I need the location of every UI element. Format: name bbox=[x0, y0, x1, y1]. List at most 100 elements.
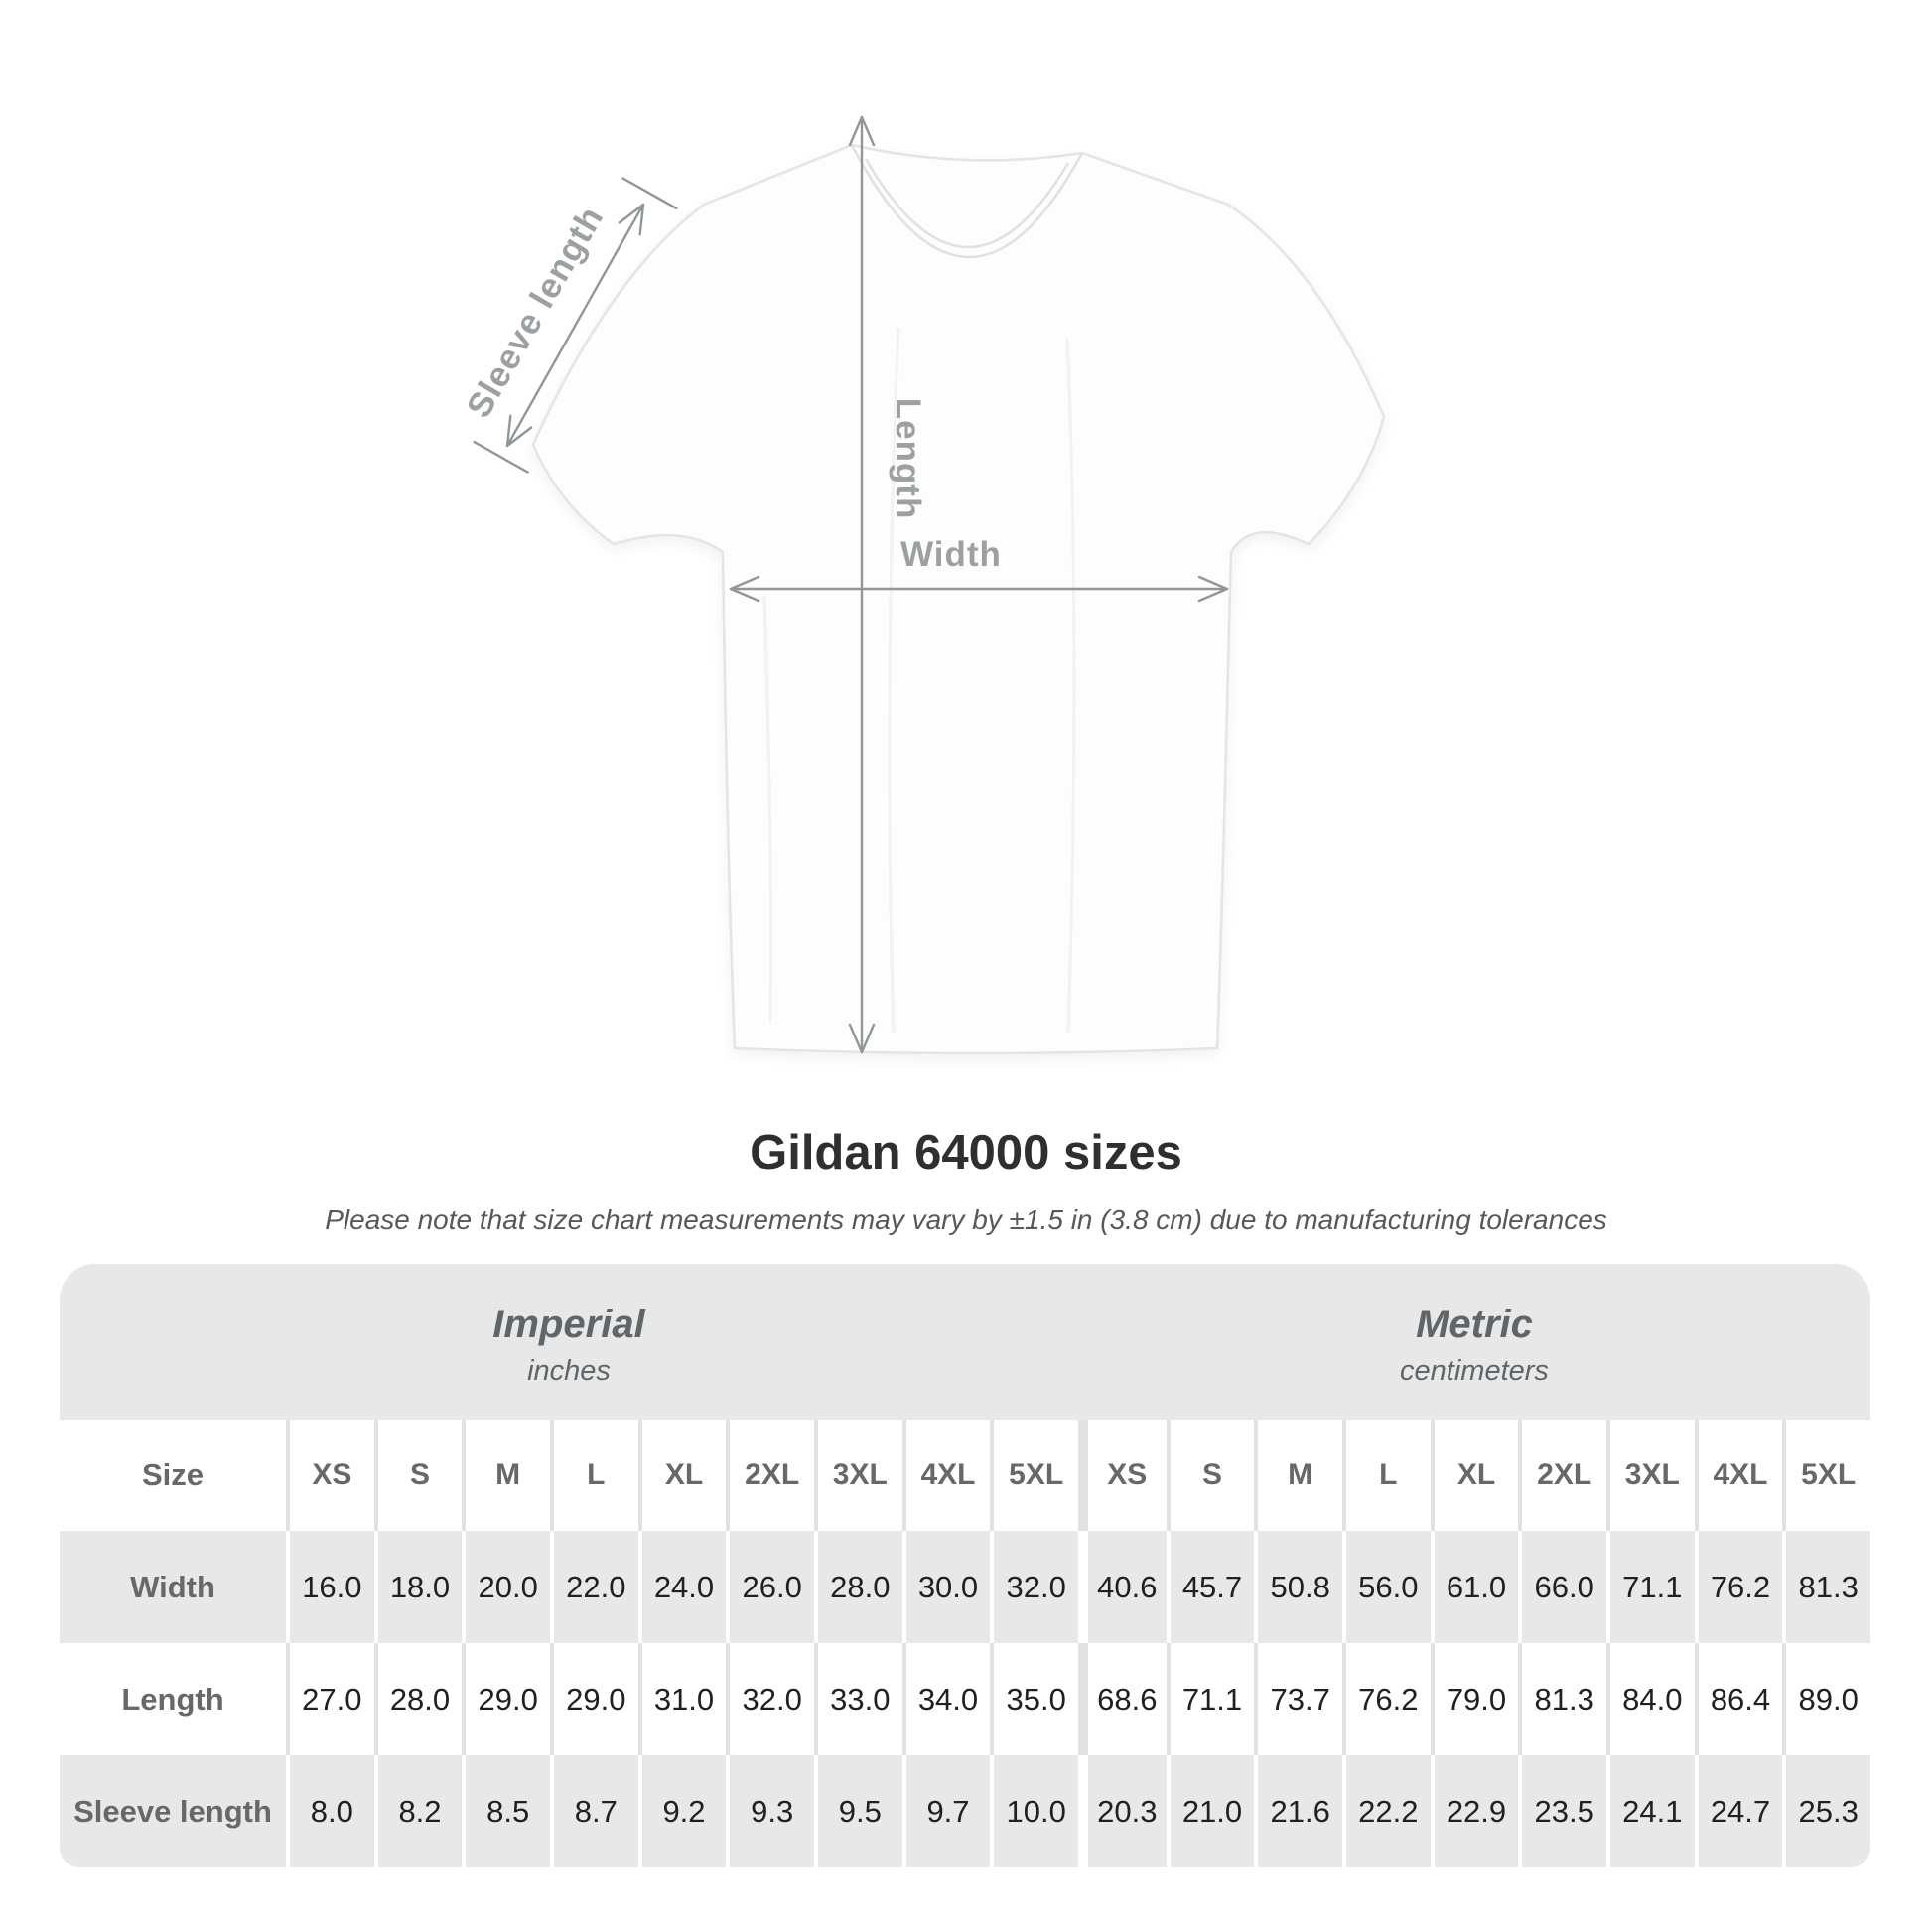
value-cell: 56.0 bbox=[1341, 1531, 1431, 1643]
page-subtitle: Please note that size chart measurements… bbox=[325, 1204, 1607, 1235]
value-cell: 76.2 bbox=[1341, 1643, 1431, 1755]
value-cell: 9.7 bbox=[901, 1755, 991, 1867]
unit-group-imperial: Imperial inches bbox=[60, 1264, 1078, 1420]
value-cell: 68.6 bbox=[1077, 1643, 1167, 1755]
unit-band: Imperial inches Metric centimeters bbox=[60, 1264, 1870, 1420]
value-cell: 33.0 bbox=[813, 1643, 902, 1755]
value-cell: 31.0 bbox=[637, 1643, 727, 1755]
size-col-header: L bbox=[1341, 1420, 1431, 1531]
unit-group-metric: Metric centimeters bbox=[1078, 1264, 1870, 1420]
size-col-header: 3XL bbox=[813, 1420, 902, 1531]
sleeve-length-arrow bbox=[473, 177, 678, 474]
value-cell: 89.0 bbox=[1782, 1643, 1870, 1755]
value-cell: 84.0 bbox=[1605, 1643, 1695, 1755]
size-col-header: 4XL bbox=[901, 1420, 991, 1531]
value-cell: 34.0 bbox=[901, 1643, 991, 1755]
value-cell: 24.1 bbox=[1605, 1755, 1695, 1867]
size-col-header: 2XL bbox=[1518, 1420, 1606, 1531]
size-col-header: 5XL bbox=[990, 1420, 1078, 1531]
size-col-header: 3XL bbox=[1605, 1420, 1695, 1531]
value-cell: 8.0 bbox=[286, 1755, 374, 1867]
size-col-header: XL bbox=[637, 1420, 727, 1531]
value-cell: 28.0 bbox=[813, 1531, 902, 1643]
value-cell: 86.4 bbox=[1694, 1643, 1783, 1755]
value-cell: 26.0 bbox=[726, 1531, 814, 1643]
value-cell: 29.0 bbox=[462, 1643, 550, 1755]
size-col-header: L bbox=[549, 1420, 638, 1531]
width-label: Width bbox=[900, 535, 1002, 574]
size-col-header: 2XL bbox=[726, 1420, 814, 1531]
value-cell: 24.0 bbox=[637, 1531, 727, 1643]
value-cell: 22.2 bbox=[1341, 1755, 1431, 1867]
size-col-header: S bbox=[1166, 1420, 1255, 1531]
value-cell: 23.5 bbox=[1518, 1755, 1606, 1867]
value-cell: 79.0 bbox=[1430, 1643, 1519, 1755]
value-cell: 32.0 bbox=[726, 1643, 814, 1755]
size-table: Imperial inches Metric centimeters Size … bbox=[60, 1264, 1870, 1867]
value-cell: 8.7 bbox=[549, 1755, 638, 1867]
page-title: Gildan 64000 sizes bbox=[750, 1126, 1182, 1179]
value-cell: 30.0 bbox=[901, 1531, 991, 1643]
value-cell: 22.9 bbox=[1430, 1755, 1519, 1867]
value-cell: 27.0 bbox=[286, 1643, 374, 1755]
value-cell: 40.6 bbox=[1077, 1531, 1167, 1643]
value-cell: 81.3 bbox=[1518, 1643, 1606, 1755]
value-cell: 81.3 bbox=[1782, 1531, 1870, 1643]
collar-outline bbox=[850, 144, 1084, 259]
size-col-header: M bbox=[462, 1420, 550, 1531]
value-cell: 76.2 bbox=[1694, 1531, 1783, 1643]
value-cell: 9.2 bbox=[637, 1755, 727, 1867]
value-cell: 21.6 bbox=[1254, 1755, 1342, 1867]
length-arrow bbox=[848, 115, 876, 1054]
collar-seam bbox=[864, 158, 1070, 249]
size-col-header: 5XL bbox=[1782, 1420, 1870, 1531]
value-cell: 71.1 bbox=[1166, 1643, 1255, 1755]
value-cell: 45.7 bbox=[1166, 1531, 1255, 1643]
value-cell: 22.0 bbox=[549, 1531, 638, 1643]
size-col-header: XS bbox=[1077, 1420, 1167, 1531]
value-cell: 50.8 bbox=[1254, 1531, 1342, 1643]
imperial-sublabel: inches bbox=[527, 1354, 611, 1387]
value-cell: 28.0 bbox=[373, 1643, 463, 1755]
size-col-header: M bbox=[1254, 1420, 1342, 1531]
value-cell: 9.5 bbox=[813, 1755, 902, 1867]
value-cell: 18.0 bbox=[373, 1531, 463, 1643]
value-cell: 20.0 bbox=[462, 1531, 550, 1643]
value-cell: 25.3 bbox=[1782, 1755, 1870, 1867]
metric-sublabel: centimeters bbox=[1400, 1354, 1549, 1387]
size-header: Size bbox=[141, 1457, 205, 1492]
metric-label: Metric bbox=[1416, 1302, 1533, 1346]
value-cell: 10.0 bbox=[990, 1755, 1078, 1867]
value-cell: 8.2 bbox=[373, 1755, 463, 1867]
value-cell: 73.7 bbox=[1254, 1643, 1342, 1755]
value-cell: 24.7 bbox=[1694, 1755, 1783, 1867]
imperial-label: Imperial bbox=[492, 1302, 645, 1346]
table-row-length: Length 27.0 28.0 29.0 29.0 31.0 32.0 33.… bbox=[60, 1643, 1870, 1755]
value-cell: 8.5 bbox=[462, 1755, 550, 1867]
value-cell: 9.3 bbox=[726, 1755, 814, 1867]
size-header-row: Size XS S M L XL 2XL 3XL 4XL 5XL XS S M … bbox=[60, 1420, 1870, 1531]
value-cell: 61.0 bbox=[1430, 1531, 1519, 1643]
table-row-width: Width 16.0 18.0 20.0 22.0 24.0 26.0 28.0… bbox=[60, 1531, 1870, 1643]
length-label: Length bbox=[889, 398, 927, 520]
tshirt-image bbox=[531, 143, 1386, 1055]
size-col-header: S bbox=[373, 1420, 463, 1531]
value-cell: 16.0 bbox=[286, 1531, 374, 1643]
value-cell: 66.0 bbox=[1518, 1531, 1606, 1643]
row-label: Length bbox=[121, 1681, 224, 1717]
value-cell: 20.3 bbox=[1077, 1755, 1167, 1867]
value-cell: 71.1 bbox=[1605, 1531, 1695, 1643]
value-cell: 21.0 bbox=[1166, 1755, 1255, 1867]
value-cell: 32.0 bbox=[990, 1531, 1078, 1643]
value-cell: 35.0 bbox=[990, 1643, 1078, 1755]
size-col-header: XL bbox=[1430, 1420, 1519, 1531]
size-col-header: 4XL bbox=[1694, 1420, 1783, 1531]
table-row-sleeve-length: Sleeve length 8.0 8.2 8.5 8.7 9.2 9.3 9.… bbox=[60, 1755, 1870, 1867]
row-label: Width bbox=[130, 1569, 215, 1604]
size-col-header: XS bbox=[286, 1420, 374, 1531]
width-arrow bbox=[729, 575, 1229, 603]
row-label: Sleeve length bbox=[73, 1793, 272, 1829]
value-cell: 29.0 bbox=[549, 1643, 638, 1755]
